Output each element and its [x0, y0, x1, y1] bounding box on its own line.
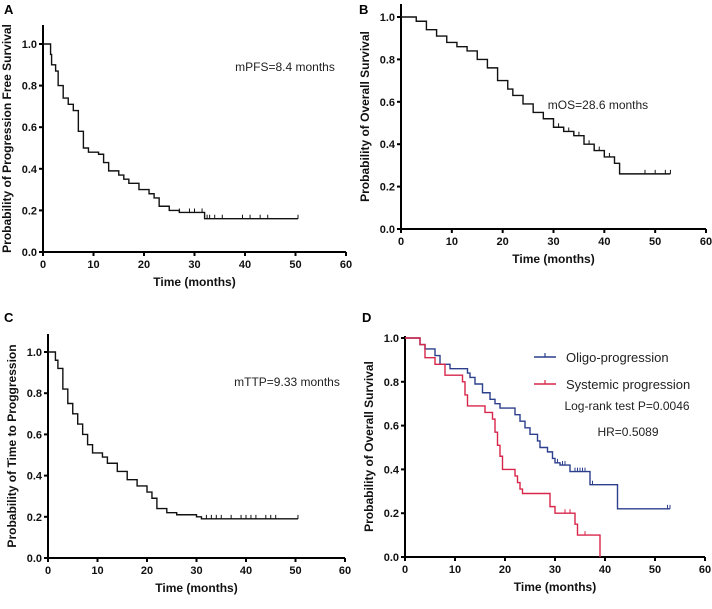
x-axis-label: Time (months): [514, 580, 596, 594]
y-tick-label: 0.8: [380, 54, 395, 66]
x-tick-label: 0: [45, 565, 51, 577]
y-tick-label: 1.0: [380, 12, 395, 24]
y-tick-label: 0.2: [27, 512, 42, 524]
panel-label: B: [359, 2, 368, 17]
y-tick-label: 0.4: [27, 471, 43, 483]
panel-D: D 0 10 20 30 40 50 60 0.0 0.2 0.4 0.6 0.8 1.0 Time (mo…: [362, 310, 711, 594]
x-tick-label: 30: [547, 236, 559, 248]
x-tick-label: 40: [239, 259, 251, 271]
y-tick-label: 0.4: [380, 139, 396, 151]
y-tick-label: 0.8: [384, 377, 399, 389]
y-tick-label: 0.6: [22, 122, 37, 134]
x-tick-label: 50: [289, 565, 301, 577]
legend-label: Oligo-progression: [566, 350, 669, 365]
x-tick-label: 40: [240, 565, 252, 577]
x-tick-label: 60: [340, 259, 352, 271]
y-tick-label: 0.0: [27, 553, 42, 565]
y-tick-label: 0.2: [22, 205, 37, 217]
x-tick-label: 20: [497, 236, 509, 248]
y-tick-label: 0.6: [27, 429, 42, 441]
y-tick-label: 0.8: [27, 388, 42, 400]
x-tick-label: 20: [141, 565, 153, 577]
x-tick-label: 0: [398, 236, 404, 248]
x-tick-label: 30: [190, 565, 202, 577]
annotation: mOS=28.6 months: [548, 98, 648, 112]
x-axis-label: Time (months): [512, 252, 594, 266]
y-tick-label: 0.6: [384, 421, 399, 433]
x-axis-label: Time (months): [155, 581, 237, 595]
annotation: mTTP=9.33 months: [234, 375, 340, 389]
y-tick-label: 1.0: [27, 347, 42, 359]
x-axis-label: Time (months): [153, 275, 235, 289]
x-tick-label: 10: [91, 565, 103, 577]
panel-label: D: [362, 310, 371, 325]
x-tick-label: 40: [598, 236, 610, 248]
y-tick-label: 0.2: [384, 508, 399, 520]
x-tick-label: 50: [649, 564, 661, 576]
survival-curve-all: [43, 43, 299, 220]
panel-label: A: [4, 2, 14, 17]
annotation: HR=0.5089: [597, 425, 658, 439]
y-axis-label: Probability of Overall Survival: [362, 361, 376, 532]
y-axis-label: Probability of Time to Proggression: [5, 344, 19, 547]
panel-A: A 0 10 20 30 40 50 60 0.0 0.2 0.4 0.6 0.8 1.0 Time (mo…: [0, 2, 352, 289]
panel-C: C 0 10 20 30 40 50 60 0.0 0.2 0.4 0.6 0.8 1.0 Time (mo…: [4, 310, 351, 595]
y-axis-label: Probability of Overall Survival: [358, 31, 372, 202]
x-tick-label: 60: [700, 236, 712, 248]
x-tick-label: 0: [402, 564, 408, 576]
y-tick-label: 0.6: [380, 97, 395, 109]
x-tick-label: 50: [289, 259, 301, 271]
x-tick-label: 50: [649, 236, 661, 248]
annotation: mPFS=8.4 months: [235, 60, 335, 74]
x-tick-label: 10: [446, 236, 458, 248]
y-tick-label: 0.4: [22, 164, 38, 176]
x-tick-label: 10: [449, 564, 461, 576]
y-tick-label: 0.0: [380, 224, 395, 236]
x-tick-label: 10: [87, 259, 99, 271]
y-tick-label: 0.2: [380, 182, 395, 194]
x-tick-label: 20: [138, 259, 150, 271]
y-tick-label: 1.0: [22, 39, 37, 51]
survival-curve-all: [401, 16, 671, 175]
legend-label: Systemic progression: [566, 377, 690, 392]
panel-label: C: [4, 310, 14, 325]
y-axis-label: Probability of Progression Free Survival: [0, 24, 14, 253]
x-tick-label: 30: [188, 259, 200, 271]
survival-curve-all: [48, 351, 298, 520]
x-tick-label: 0: [40, 259, 46, 271]
x-tick-label: 60: [699, 564, 711, 576]
panel-B: B 0 10 20 30 40 50 60 0.0 0.2 0.4 0.6 0.8 1.0 Time (mo…: [358, 2, 712, 266]
y-tick-label: 0.4: [384, 464, 400, 476]
y-tick-label: 0.0: [384, 552, 399, 564]
x-tick-label: 60: [339, 565, 351, 577]
y-tick-label: 1.0: [384, 333, 399, 345]
x-tick-label: 30: [549, 564, 561, 576]
y-tick-label: 0.0: [22, 247, 37, 259]
annotation: Log-rank test P=0.0046: [564, 399, 689, 413]
x-tick-label: 40: [599, 564, 611, 576]
x-tick-label: 20: [499, 564, 511, 576]
y-tick-label: 0.8: [22, 81, 37, 93]
survival-curve-systemic-progression: [405, 337, 601, 557]
